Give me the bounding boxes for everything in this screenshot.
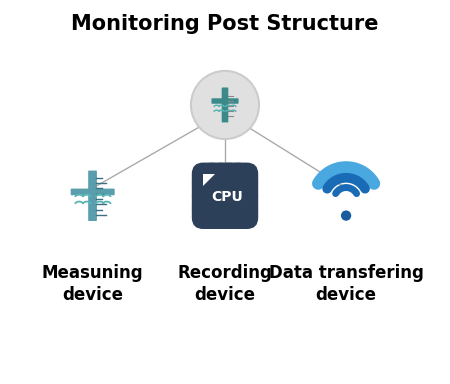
FancyBboxPatch shape xyxy=(222,88,228,122)
FancyBboxPatch shape xyxy=(244,179,258,189)
Text: Recording
device: Recording device xyxy=(178,264,272,304)
Circle shape xyxy=(341,210,351,221)
FancyBboxPatch shape xyxy=(244,191,258,201)
Polygon shape xyxy=(203,174,216,186)
FancyBboxPatch shape xyxy=(216,215,226,229)
FancyBboxPatch shape xyxy=(192,179,206,189)
FancyBboxPatch shape xyxy=(233,215,243,229)
FancyBboxPatch shape xyxy=(224,163,234,177)
FancyBboxPatch shape xyxy=(71,189,115,195)
Text: Measuning
device: Measuning device xyxy=(42,264,144,304)
FancyBboxPatch shape xyxy=(192,203,206,213)
Text: CPU: CPU xyxy=(212,190,243,204)
FancyBboxPatch shape xyxy=(244,203,258,213)
FancyBboxPatch shape xyxy=(192,191,206,201)
FancyBboxPatch shape xyxy=(233,163,243,177)
Text: Data transfering
device: Data transfering device xyxy=(269,264,423,304)
FancyBboxPatch shape xyxy=(88,170,97,221)
Text: Monitoring Post Structure: Monitoring Post Structure xyxy=(71,14,379,34)
FancyBboxPatch shape xyxy=(212,98,239,104)
FancyBboxPatch shape xyxy=(192,162,258,229)
FancyBboxPatch shape xyxy=(216,163,226,177)
FancyBboxPatch shape xyxy=(207,215,217,229)
FancyBboxPatch shape xyxy=(224,215,234,229)
FancyBboxPatch shape xyxy=(207,163,217,177)
Circle shape xyxy=(191,71,259,139)
